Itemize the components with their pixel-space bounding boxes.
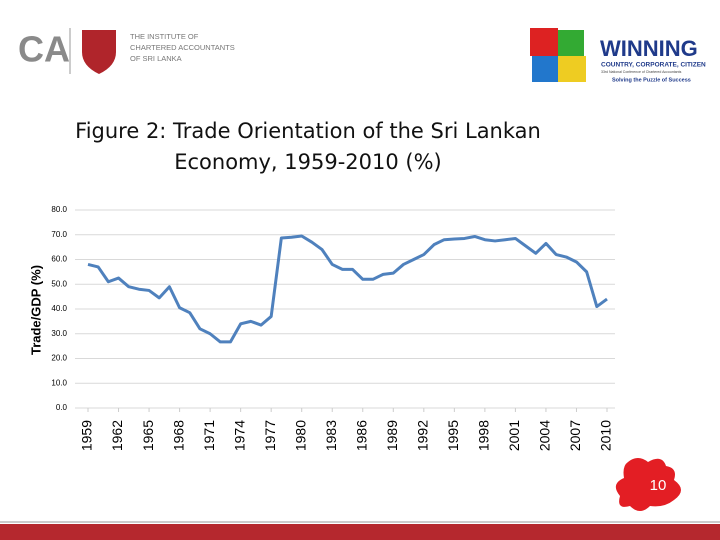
x-tick-label: 1974 [231,420,247,451]
y-tick-label: 50.0 [51,279,67,288]
y-tick-label: 10.0 [51,378,67,387]
data-line [87,234,608,344]
tagline: COUNTRY, CORPORATE, CITIZEN [601,62,706,69]
puzzle [530,28,558,56]
x-tick-label: 1980 [292,420,308,451]
x-tick-label: 1962 [109,420,125,451]
footer-bar [0,524,720,540]
crest [82,30,116,74]
slogan: Solving the Puzzle of Success [612,77,691,83]
x-tick-label: 1965 [140,420,156,451]
x-tick-label: 1986 [353,420,369,451]
y-tick-label: 0.0 [56,403,68,412]
conference: 33rd National Conference of Chartered Ac… [601,70,682,74]
y-tick-label: 60.0 [51,255,67,264]
x-tick-label: 2004 [537,420,553,451]
x-tick-label: 2007 [567,420,583,451]
institute-line: THE INSTITUTE OF [130,32,199,41]
footer-line [0,521,720,523]
y-tick-label: 80.0 [51,205,67,214]
institute-line: OF SRI LANKA [130,54,182,63]
institute-line: CHARTERED ACCOUNTANTS [130,43,235,52]
x-tick-label: 1971 [201,420,217,451]
puzzle [558,30,584,56]
y-tick-label: 70.0 [51,230,67,239]
page-number: 10 [650,477,667,494]
y-axis-label: Trade/GDP (%) [28,265,43,355]
winning: WINNING [600,36,698,61]
chart-title: Figure 2: Trade Orientation of the Sri L… [75,119,541,174]
x-tick-label: 1989 [384,420,400,451]
ca-logo: CA [18,29,70,70]
x-tick-label: 1998 [476,420,492,451]
x-tick-label: 1968 [170,420,186,451]
x-tick-label: 1992 [415,420,431,451]
x-tick-label: 1983 [323,420,339,451]
x-tick-label: 1995 [445,420,461,451]
y-tick-label: 30.0 [51,329,67,338]
puzzle [558,56,586,82]
page-badge [615,458,681,511]
x-tick-label: 1959 [79,420,95,451]
y-tick-label: 20.0 [51,354,67,363]
x-tick-label: 1977 [262,420,278,451]
x-tick-label: 2001 [506,420,522,451]
puzzle [532,56,558,82]
x-tick-label: 2010 [598,420,614,451]
y-tick-label: 40.0 [51,304,67,313]
